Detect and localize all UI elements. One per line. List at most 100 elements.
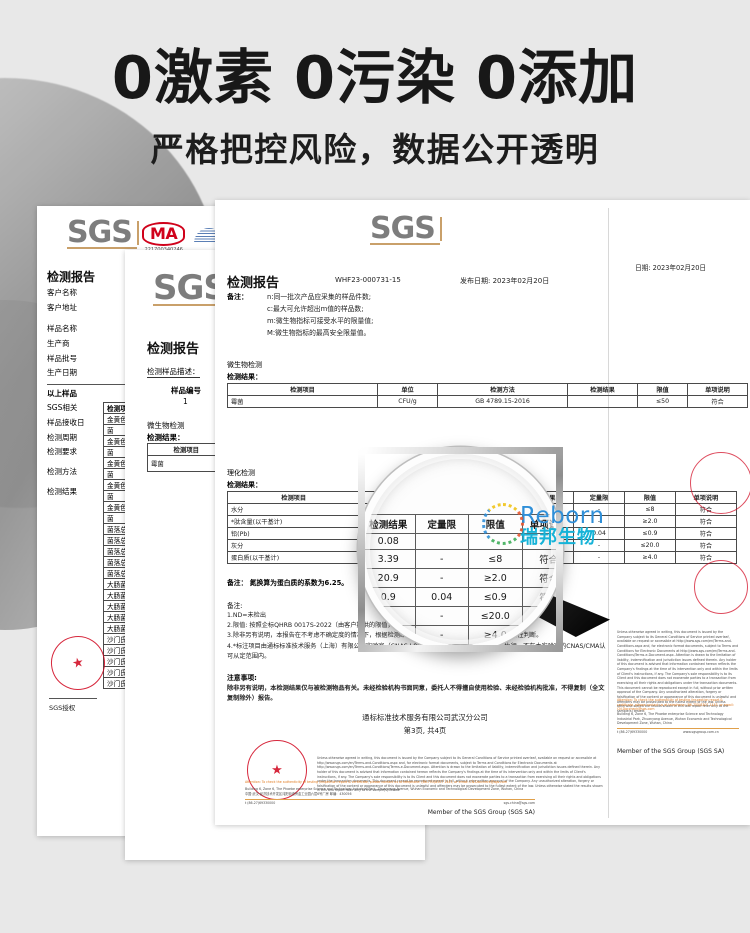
physchem-result-heading: 检测结果：: [227, 481, 262, 489]
left-field-7: SGS相关: [47, 403, 78, 413]
headline-part-3: 0添加: [476, 43, 639, 112]
table-header-cell: 限值: [637, 383, 688, 396]
micro-results-table: 检测项目 单位 检测方法 检测结果 限值 单项说明 霉菌 CFU/g GB 4789.15-20…: [227, 383, 748, 408]
mag-cell: 0.08: [365, 533, 416, 550]
left-field-5: 生产日期: [47, 368, 77, 378]
report-title: 检测报告: [227, 276, 280, 291]
left-field-4: 样品批号: [47, 353, 77, 363]
mag-cell: ≥4.0: [468, 625, 523, 645]
left-field-10: 检测要求: [47, 447, 77, 457]
mag-row: 0.9 0.04 ≤0.9 符合: [365, 587, 556, 607]
reborn-swirl-icon: [482, 503, 524, 545]
mag-row: - ≤20.0 符合: [365, 606, 556, 626]
table-header-cell: 限值: [623, 491, 676, 504]
note-0: 1.ND=未检出: [227, 612, 267, 619]
seal-star-icon-right: ★: [271, 762, 283, 778]
table-header-cell: 单项说明: [687, 383, 748, 396]
mag-cell: -: [414, 606, 469, 626]
table-cell: CFU/g: [377, 395, 438, 408]
table-cell: ≤0.9: [623, 527, 676, 540]
table-cell: 霉菌: [227, 395, 378, 408]
table-header-cell: 检测项目: [226, 491, 361, 504]
seal-star-icon: ★: [70, 654, 86, 672]
remark-line-1: c:最大可允许超出m值的样品数;: [267, 304, 364, 313]
table-cell: *肽含量(以干基计): [226, 515, 361, 528]
mid-sample-desc-heading: 检测样品描述：: [147, 367, 200, 378]
ma-label: MA: [142, 222, 186, 246]
micro-section-label: 微生物检测: [227, 361, 262, 369]
fineprint-phone-right: t (86-27)69330000: [617, 730, 648, 734]
table-header-row: 检测项目 单位 检测方法 检测结果 限值 单项说明: [227, 383, 748, 396]
mid-sample-no-value: 1: [183, 397, 188, 406]
micro-result-heading: 检测结果：: [227, 373, 262, 381]
mag-cell: ≤20.0: [468, 606, 523, 626]
table-cell: 水分: [226, 503, 361, 516]
table-cell: 符合: [674, 527, 738, 540]
mag-cell: [414, 533, 469, 550]
mag-header-cell: 检测结果: [365, 514, 416, 534]
reborn-brand-logo: Reborn 瑞邦生物: [482, 503, 604, 548]
table-cell: GB 4789.15-2016: [437, 395, 568, 408]
mag-cell: -: [414, 568, 469, 588]
left-field-8: 样品接收日: [47, 418, 85, 427]
notes-heading: 备注:: [227, 602, 243, 610]
table-cell: [567, 395, 638, 408]
table-header-cell: 检测项目: [227, 383, 378, 396]
table-cell: ≤8: [623, 503, 676, 516]
left-field-12: 检测结果: [47, 486, 77, 496]
mid-result-heading: 检测结果：: [147, 433, 185, 442]
table-header-cell: 单位: [377, 383, 438, 396]
caution-heading: 注意事项:: [227, 674, 257, 682]
remark-line-2: m:微生物指标可接受水平的限量值;: [267, 316, 374, 325]
table-cell: -: [573, 551, 625, 564]
sgs-member-note-footer: Member of the SGS Group (SGS SA): [427, 808, 535, 816]
headline-subtitle: 严格把控风险，数据公开透明: [150, 129, 600, 169]
mag-cell: 符合: [521, 549, 556, 569]
mag-cell: [365, 625, 416, 645]
table-header-cell: 定量限: [573, 491, 625, 504]
remark-line-0: n:同一批次产品应采集的样品件数;: [267, 293, 372, 301]
table-header-cell: 检测方法: [437, 383, 568, 396]
report-remark-label: 备注：: [227, 293, 248, 301]
mag-cell: 3.39: [365, 549, 416, 569]
report-number: WHF23-000731-15: [335, 276, 401, 284]
table-cell: 铅(Pb): [226, 527, 361, 540]
magnifier-lens[interactable]: 检测结果定量限限值单项说明0.083.39-≤8符合20.9-≥2.0符合0.9…: [358, 447, 563, 652]
mag-row: - ≥4.0 符合: [365, 625, 556, 645]
magnified-results-table: 检测结果定量限限值单项说明0.083.39-≤8符合20.9-≥2.0符合0.9…: [365, 514, 556, 645]
headline-block: 0激素 0污染 0添加 严格把控风险，数据公开透明: [0, 46, 750, 171]
mag-header-cell: 定量限: [414, 514, 469, 534]
mid-cell-mold: 霉菌: [146, 455, 226, 472]
fineprint-web-right: www.sgsgroup.com.cn: [683, 730, 719, 734]
left-field-11: 检测方法: [47, 466, 77, 476]
fineprint-en-right: Unless otherwise agreed in writing, this…: [617, 630, 739, 713]
left-field-list: 客户名称 客户地址 样品名称 生产商 样品批号 生产日期 以上样品 SGS相关 …: [47, 286, 129, 499]
ma-certification-mark: MA 221700340246: [142, 222, 186, 253]
mid-micro-section: 微生物检测: [147, 421, 185, 430]
footer-attention: Attention: To check the authenticity of …: [245, 780, 507, 784]
table-cell: 蛋白质(以干基计): [226, 551, 361, 564]
issuing-company: 通标标准技术服务有限公司武汉分公司: [362, 713, 488, 722]
sgs-member-note-right: Member of the SGS Group (SGS SA): [617, 748, 725, 755]
left-auth-label: SGS授权: [49, 704, 76, 712]
mag-cell: ≤0.9: [468, 587, 523, 607]
headline-part-1: 0激素: [111, 43, 274, 112]
mag-cell: 20.9: [365, 568, 416, 588]
left-field-0: 客户名称: [47, 288, 77, 297]
edge-seal-top: [690, 452, 750, 514]
mag-row: 20.9- ≥2.0 符合: [365, 568, 556, 588]
edge-seal-bottom: [694, 560, 748, 614]
table-cell: ≤20.0: [623, 539, 676, 552]
table-row: 霉菌 CFU/g GB 4789.15-2016 ≤50 符合: [227, 395, 748, 408]
table-header-cell: 检测结果: [567, 383, 638, 396]
mid-report-title: 检测报告: [147, 342, 200, 357]
reborn-logo-cn: 瑞邦生物: [520, 527, 596, 548]
headline-main: 0激素 0污染 0添加: [0, 46, 750, 110]
mag-cell: 符合: [521, 625, 556, 645]
mag-cell: 0.9: [365, 587, 416, 607]
mag-cell: 0.04: [414, 587, 469, 607]
fineprint-address-right: Building 6, Zone 6, The Phoebe enterpris…: [617, 712, 732, 726]
mag-cell: -: [414, 549, 469, 569]
mag-cell: ≤8: [468, 549, 523, 569]
